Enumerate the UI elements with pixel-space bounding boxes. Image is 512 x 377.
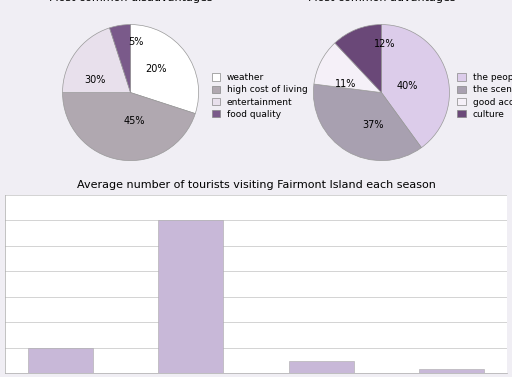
Text: 40%: 40% — [397, 81, 418, 91]
Title: Most common disadvantages: Most common disadvantages — [49, 0, 212, 3]
Text: 20%: 20% — [145, 64, 167, 74]
Bar — [289, 360, 354, 373]
Legend: the people, the scenery, good accommodation, culture: the people, the scenery, good accommodat… — [457, 73, 512, 119]
Bar — [28, 348, 93, 373]
Text: 30%: 30% — [84, 75, 106, 85]
Wedge shape — [110, 25, 131, 93]
Wedge shape — [335, 25, 381, 93]
Wedge shape — [313, 84, 421, 161]
Text: 12%: 12% — [374, 38, 396, 49]
Text: 45%: 45% — [123, 116, 145, 126]
Bar — [419, 369, 484, 373]
Wedge shape — [131, 25, 199, 113]
Wedge shape — [314, 43, 381, 93]
Text: 37%: 37% — [362, 120, 384, 130]
Text: 11%: 11% — [335, 80, 357, 89]
Wedge shape — [62, 93, 195, 161]
Text: 5%: 5% — [129, 37, 144, 46]
Wedge shape — [381, 25, 450, 148]
Wedge shape — [62, 28, 131, 93]
Title: Most common advantages: Most common advantages — [308, 0, 455, 3]
Legend: weather, high cost of living, entertainment, food quality: weather, high cost of living, entertainm… — [211, 73, 308, 119]
Bar — [158, 221, 223, 373]
Title: Average number of tourists visiting Fairmont Island each season: Average number of tourists visiting Fair… — [77, 180, 435, 190]
